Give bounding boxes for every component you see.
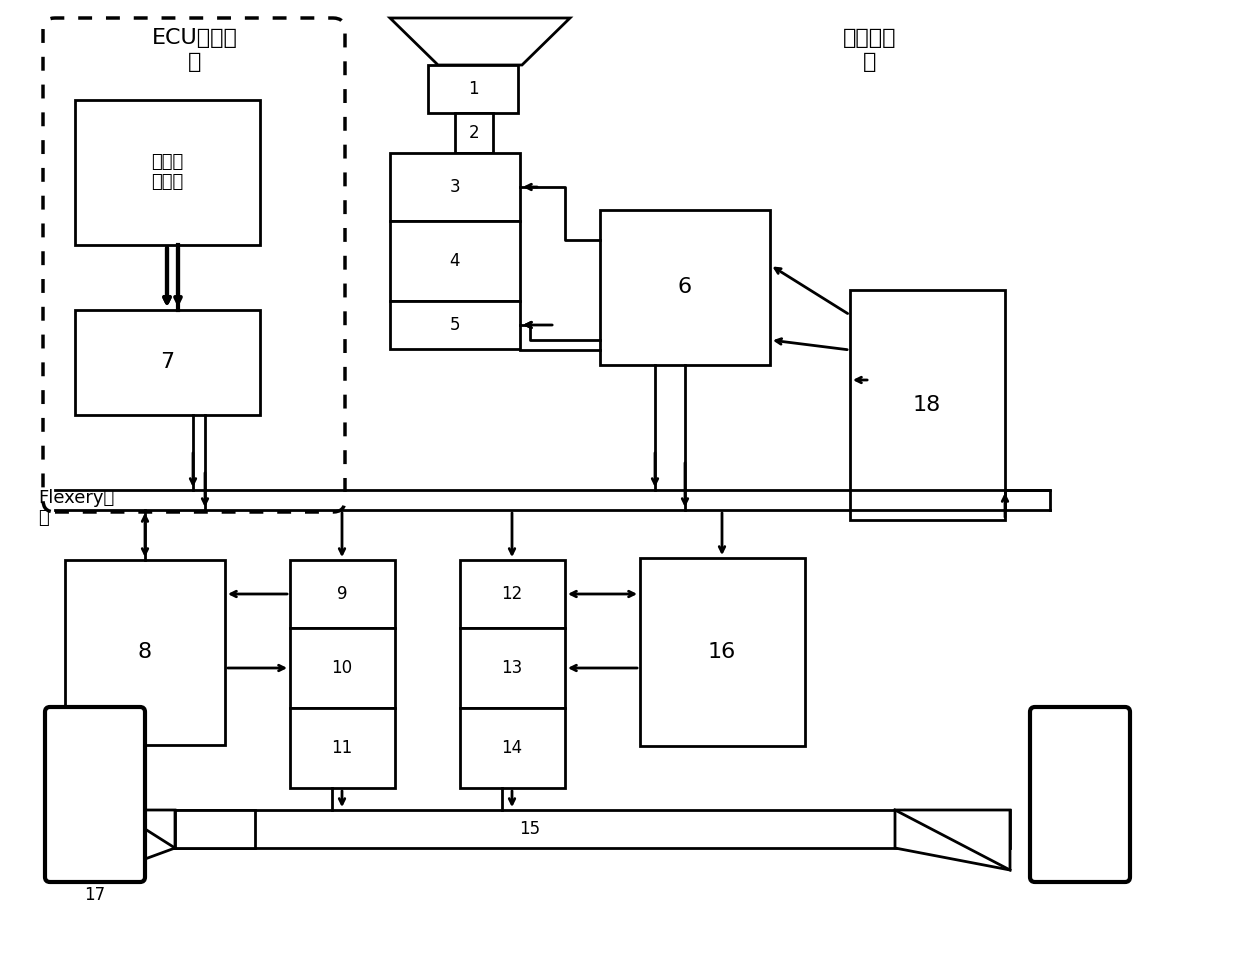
Polygon shape [895, 810, 1011, 870]
Bar [391, 153, 520, 221]
Text: 15: 15 [520, 820, 541, 838]
Polygon shape [115, 810, 175, 870]
Text: 5: 5 [450, 316, 460, 334]
Text: 1: 1 [467, 80, 479, 98]
Bar [74, 100, 260, 245]
Text: 14: 14 [501, 739, 522, 757]
Text: 10: 10 [331, 659, 352, 677]
Bar [290, 560, 396, 628]
Bar [460, 560, 565, 628]
Text: 17: 17 [84, 886, 105, 904]
Text: 7: 7 [160, 352, 174, 372]
Text: 4: 4 [450, 252, 460, 270]
Text: 11: 11 [331, 739, 352, 757]
Bar [600, 210, 770, 365]
Text: 12: 12 [501, 585, 522, 603]
Bar [849, 290, 1004, 520]
Text: ECU控制模
块: ECU控制模 块 [153, 28, 238, 71]
Bar [115, 810, 1011, 848]
Bar [290, 628, 396, 708]
Bar [290, 708, 396, 788]
Bar [455, 113, 494, 153]
Text: Flexery总
线: Flexery总 线 [38, 488, 114, 528]
Bar [175, 810, 255, 848]
Bar [640, 558, 805, 746]
Text: 3: 3 [450, 178, 460, 196]
Bar [74, 310, 260, 415]
Bar [460, 708, 565, 788]
Text: 13: 13 [501, 659, 522, 677]
Polygon shape [391, 18, 570, 65]
Text: 转向盘总
成: 转向盘总 成 [843, 28, 897, 71]
Bar [391, 221, 520, 301]
Text: 9: 9 [337, 585, 347, 603]
Bar [64, 560, 224, 745]
Text: 2: 2 [469, 124, 480, 142]
Text: 18: 18 [913, 395, 941, 415]
Text: 16: 16 [708, 642, 737, 662]
FancyBboxPatch shape [1030, 707, 1130, 882]
Text: 6: 6 [678, 277, 692, 297]
Bar [428, 65, 518, 113]
Text: 8: 8 [138, 642, 153, 662]
Text: 汽车状
态信号: 汽车状 态信号 [151, 152, 184, 191]
FancyBboxPatch shape [45, 707, 145, 882]
Bar [391, 301, 520, 349]
Bar [460, 628, 565, 708]
